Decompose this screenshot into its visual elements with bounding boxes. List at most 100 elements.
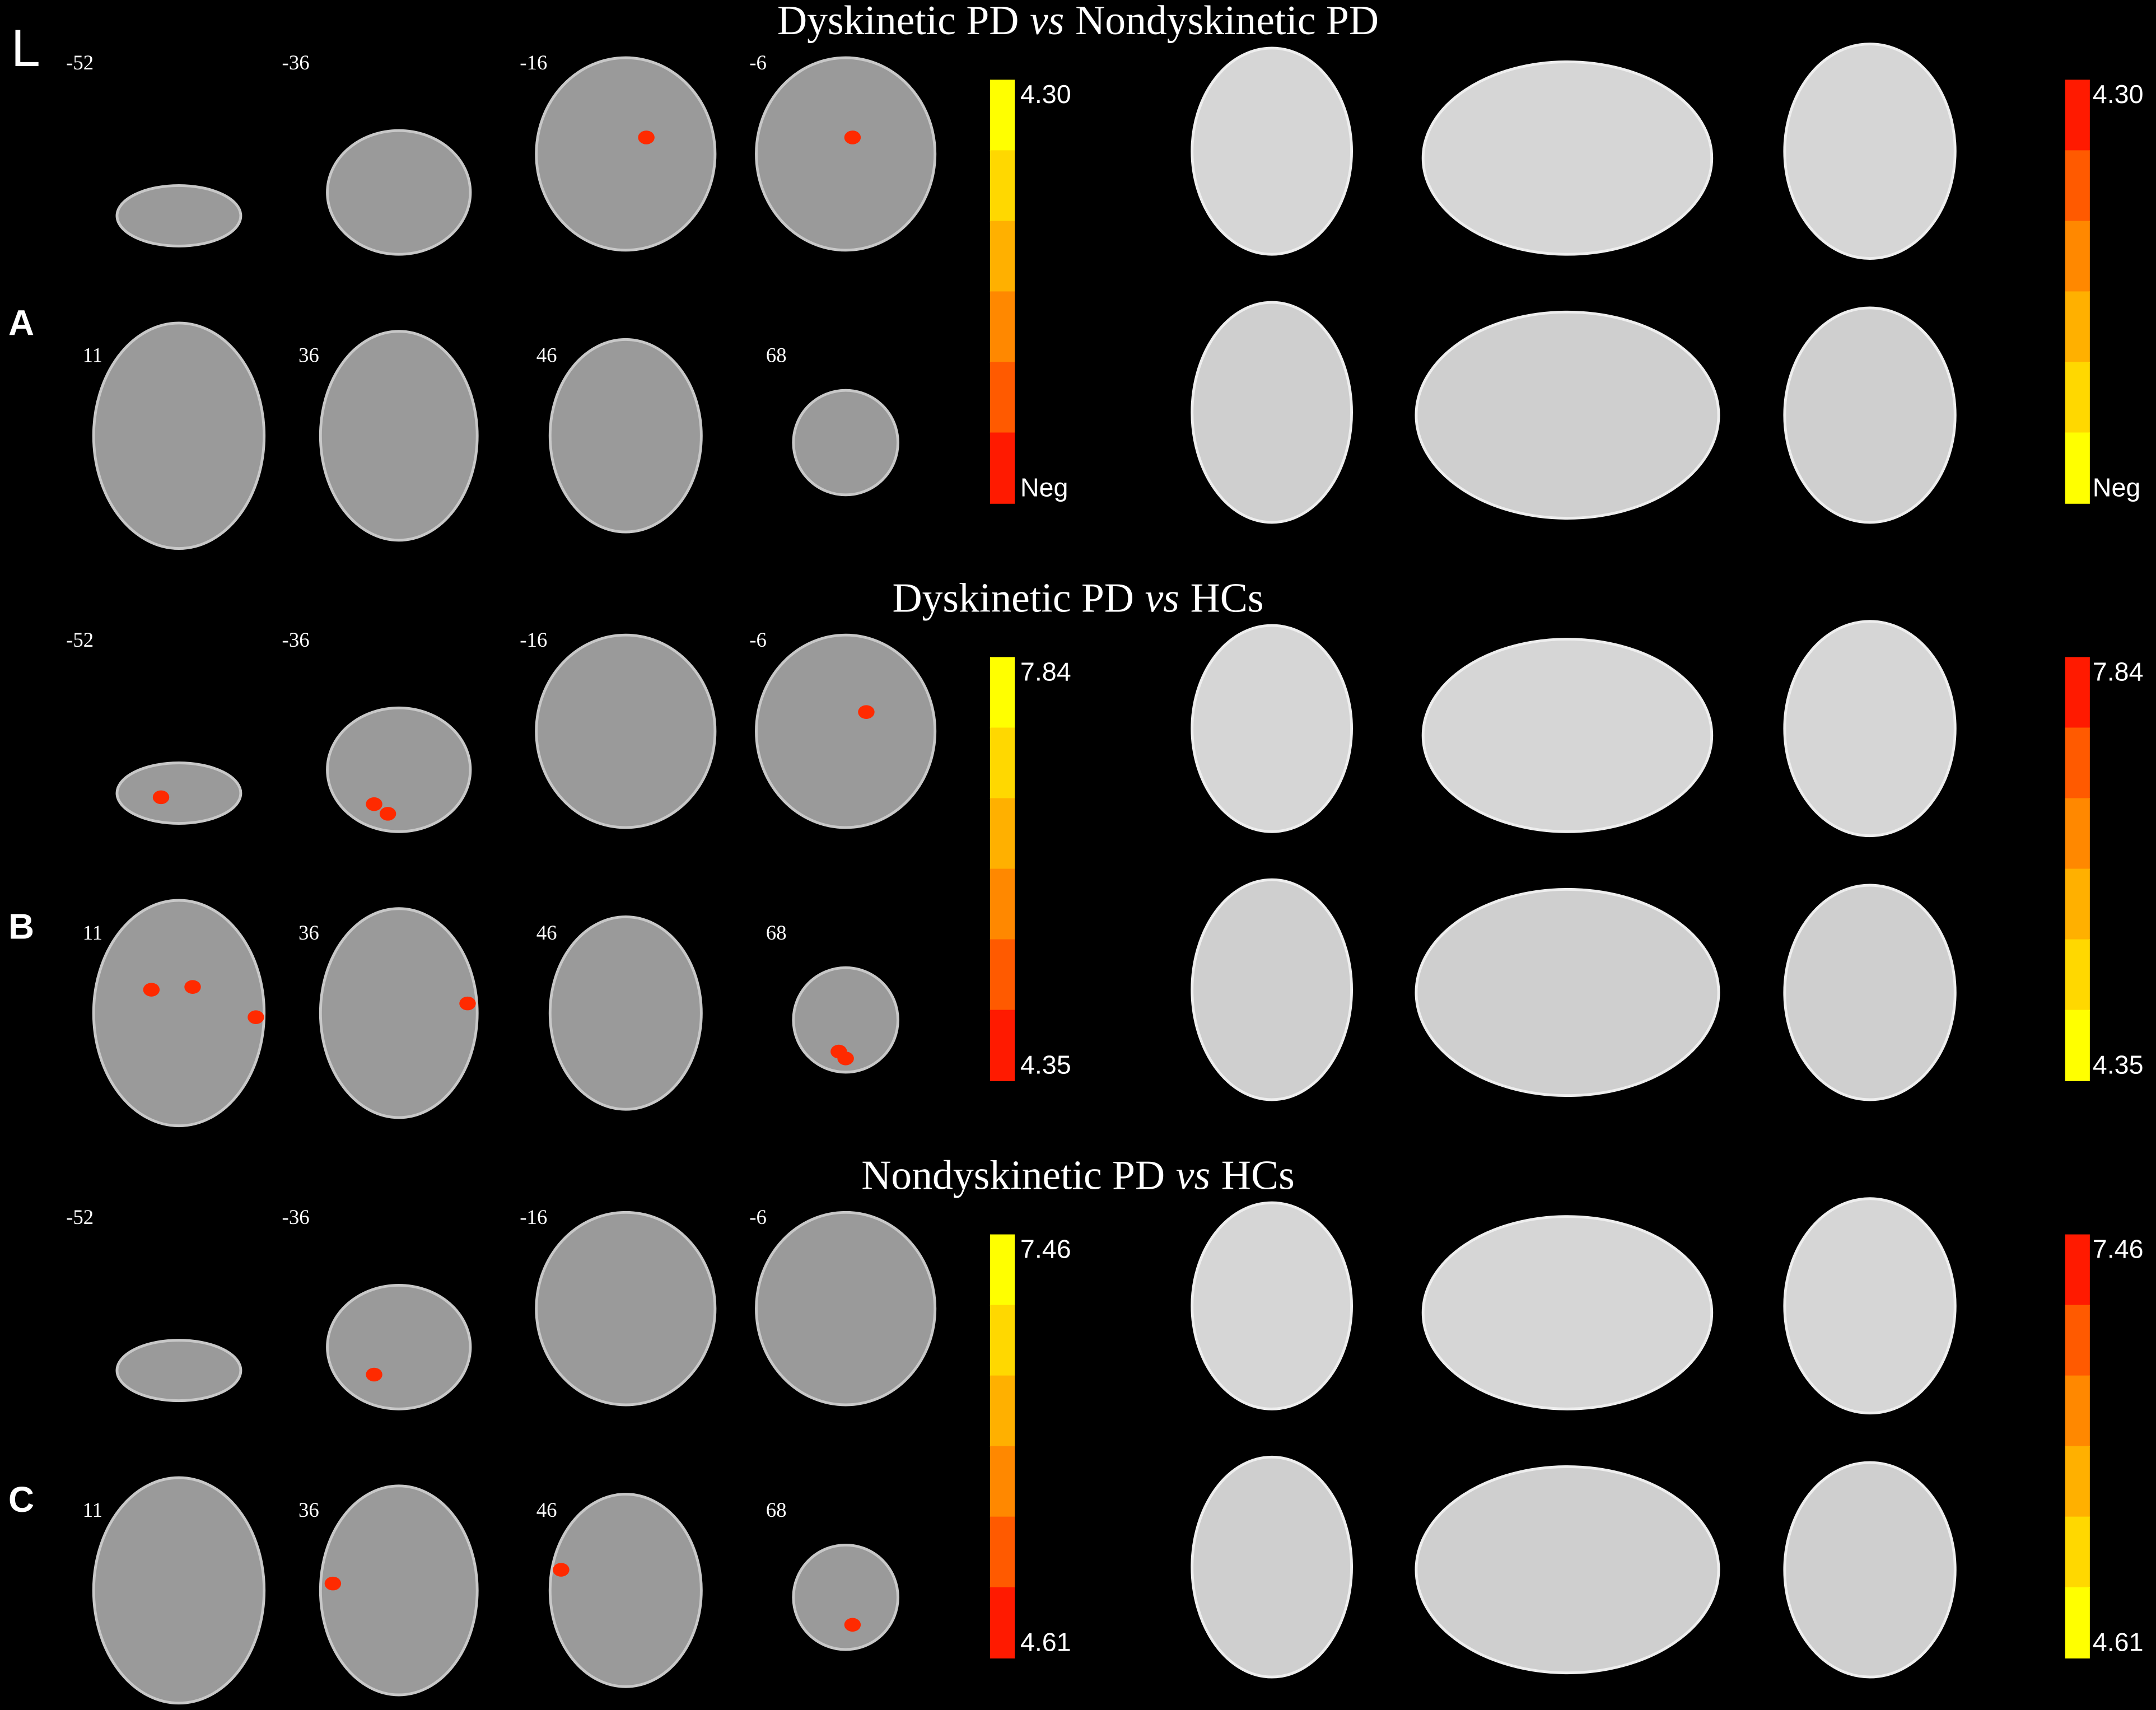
- panel-letter: A: [8, 303, 34, 343]
- slice-label: 68: [766, 1498, 787, 1521]
- colorbar-segment: [2065, 432, 2090, 504]
- title-part: vs: [1176, 1152, 1210, 1198]
- colorbar-segment: [2065, 1375, 2090, 1447]
- activation-spot: [844, 1618, 861, 1632]
- colorbar-max: 7.46: [1020, 1234, 1071, 1263]
- axial-slice: [755, 56, 937, 252]
- colorbar-segment: [990, 798, 1015, 870]
- title-part: vs: [1145, 574, 1179, 620]
- axial-slice: [535, 1211, 717, 1407]
- colorbar-segment: [2065, 657, 2090, 728]
- activation-spot: [184, 980, 201, 994]
- axial-slice: [755, 1211, 937, 1407]
- colorbar-segment: [2065, 727, 2090, 799]
- panel-title: Dyskinetic PD vs HCs: [892, 574, 1263, 620]
- brain-render: [1421, 60, 1714, 256]
- axial-slice: [319, 330, 479, 542]
- activation-spot: [152, 790, 170, 805]
- title-part: HCs: [1191, 574, 1264, 620]
- slice-label: -6: [749, 1206, 767, 1228]
- colorbar-max: 7.84: [1020, 657, 1071, 686]
- slice-label: -16: [520, 1206, 547, 1228]
- colorbar-segment: [990, 868, 1015, 940]
- colorbar-segment: [2065, 1587, 2090, 1658]
- slice-label: 11: [83, 921, 102, 944]
- colorbar-segment: [990, 1375, 1015, 1447]
- colorbar-segment: [990, 1446, 1015, 1517]
- colorbar-segment: [990, 362, 1015, 433]
- colorbar-segment: [2065, 221, 2090, 292]
- slice-label: -36: [282, 51, 310, 74]
- slice-label: -52: [66, 1206, 94, 1228]
- axial-slice: [115, 1339, 242, 1403]
- axial-slice: [319, 907, 479, 1119]
- slice-label: 68: [766, 921, 787, 944]
- axial-slice: [548, 1493, 703, 1688]
- activation-spot: [379, 807, 396, 821]
- activation-spot: [366, 797, 382, 811]
- colorbar-segment: [990, 727, 1015, 799]
- slice-label: 11: [83, 1498, 102, 1521]
- colorbar-segment: [990, 221, 1015, 292]
- brain-render: [1421, 1215, 1714, 1410]
- brain-render: [1783, 1461, 1957, 1679]
- colorbar-max: 7.84: [2093, 657, 2144, 686]
- colorbar-segment: [2065, 291, 2090, 363]
- colorbar-min: 4.61: [1020, 1627, 1071, 1656]
- title-part: vs: [1030, 0, 1064, 43]
- colorbar-min: Neg: [1020, 473, 1068, 502]
- axial-slice: [92, 1476, 266, 1705]
- panel-title: Dyskinetic PD vs Nondyskinetic PD: [777, 0, 1379, 43]
- colorbar-segment: [2065, 1516, 2090, 1588]
- axial-slice: [115, 761, 242, 825]
- colorbar-segment: [990, 432, 1015, 504]
- brain-render: [1191, 46, 1353, 256]
- axial-slice: [548, 338, 703, 534]
- activation-spot: [143, 983, 160, 997]
- activation-spot: [638, 130, 655, 144]
- brain-render: [1191, 1201, 1353, 1410]
- title-part: Nondyskinetic PD: [861, 1152, 1165, 1198]
- brain-render: [1783, 884, 1957, 1101]
- brain-render: [1415, 887, 1720, 1097]
- title-part: Dyskinetic PD: [892, 574, 1134, 620]
- brain-render: [1783, 620, 1957, 838]
- orientation-label: L: [11, 19, 40, 77]
- colorbar-min: 4.35: [2093, 1050, 2144, 1079]
- title-part: HCs: [1221, 1152, 1295, 1198]
- brain-render: [1191, 878, 1353, 1101]
- axial-slice: [326, 1283, 472, 1410]
- colorbar-segment: [2065, 1234, 2090, 1306]
- colorbar-segment: [990, 1010, 1015, 1081]
- axial-slice: [792, 1543, 899, 1651]
- axial-slice: [548, 915, 703, 1111]
- colorbar-segment: [2065, 798, 2090, 870]
- slice-label: -6: [749, 628, 767, 651]
- slice-label: -6: [749, 51, 767, 74]
- brain-render: [1421, 638, 1714, 833]
- axial-slice: [326, 706, 472, 833]
- colorbar-segment: [990, 1234, 1015, 1306]
- slice-label: -52: [66, 51, 94, 74]
- slice-label: 36: [298, 1498, 319, 1521]
- axial-slice: [319, 1484, 479, 1697]
- slice-label: -52: [66, 628, 94, 651]
- panel-title: Nondyskinetic PD vs HCs: [861, 1152, 1295, 1198]
- axial-slice: [535, 633, 717, 829]
- colorbar-segment: [990, 1587, 1015, 1658]
- slice-label: 36: [298, 921, 319, 944]
- activation-spot: [459, 996, 476, 1011]
- activation-spot: [837, 1052, 854, 1066]
- colorbar-segment: [990, 939, 1015, 1011]
- activation-spot: [248, 1010, 264, 1024]
- panel-letter: C: [8, 1479, 34, 1520]
- activation-spot: [366, 1367, 382, 1382]
- brain-render: [1415, 1465, 1720, 1675]
- colorbar-min: 4.61: [2093, 1627, 2144, 1656]
- activation-spot: [844, 130, 861, 144]
- colorbar-segment: [2065, 1010, 2090, 1081]
- slice-label: -16: [520, 51, 547, 74]
- title-part: Nondyskinetic PD: [1075, 0, 1379, 43]
